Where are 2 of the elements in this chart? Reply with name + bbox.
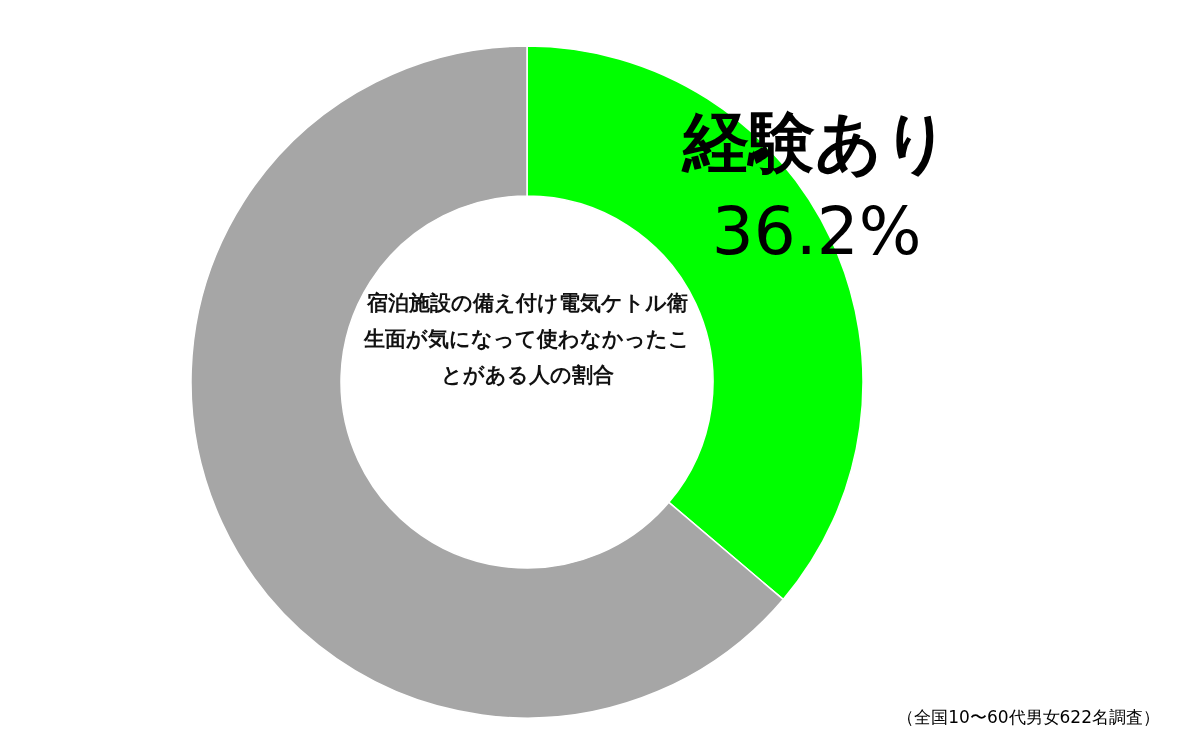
text: （全国10〜60代男女622名調査） xyxy=(897,706,1160,729)
text: 宿泊施設の備え付け電気ケトル衛生面が気になって使わなかったことがある人の割合 xyxy=(362,290,691,389)
